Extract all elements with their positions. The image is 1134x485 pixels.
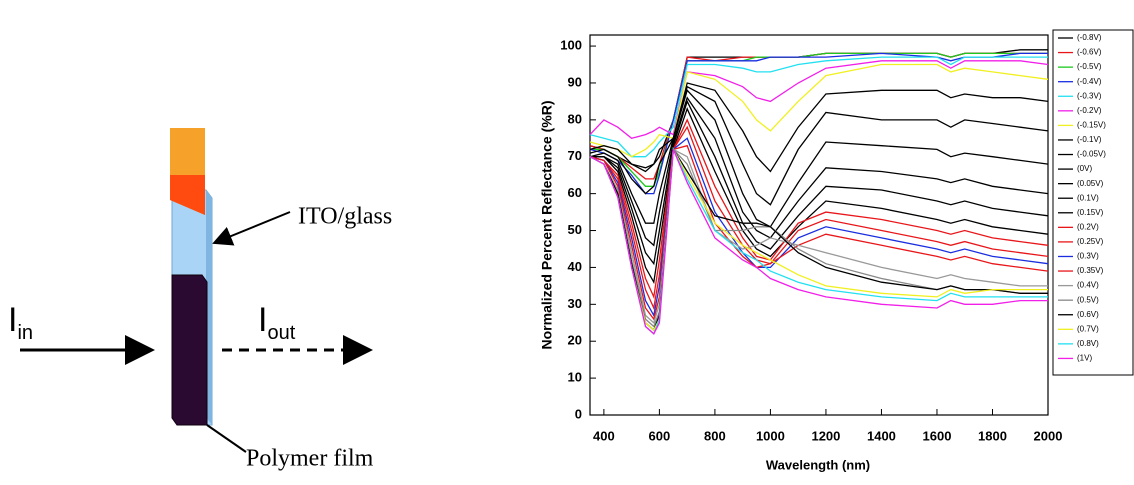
x-tick-label: 1400 <box>867 428 896 443</box>
x-tick-label: 1800 <box>978 428 1007 443</box>
x-tick-label: 800 <box>704 428 726 443</box>
series-line <box>589 63 1049 158</box>
polymer-film <box>171 274 208 426</box>
x-tick-label: 400 <box>593 428 615 443</box>
series-line <box>589 89 1049 228</box>
legend-box <box>1052 29 1134 376</box>
polymer-label: Polymer film <box>246 446 374 472</box>
legend-label: (1V) <box>1077 354 1092 363</box>
input-subscript: in <box>17 322 33 344</box>
legend-label: (-0.1V) <box>1077 135 1102 144</box>
y-tick-label: 50 <box>568 222 582 237</box>
x-tick-label: 2000 <box>1034 428 1063 443</box>
legend-label: (-0.4V) <box>1077 77 1102 86</box>
series-line <box>589 56 1048 158</box>
legend-label: (0.05V) <box>1077 179 1104 188</box>
y-tick-label: 80 <box>568 111 582 126</box>
series-line <box>589 125 1049 311</box>
device-diagram: Iin Iout ITO/glass Polymer film <box>8 128 392 472</box>
x-tick-label: 1600 <box>923 428 952 443</box>
legend-label: (0.5V) <box>1077 295 1099 304</box>
series-line <box>590 107 1049 285</box>
x-tick-label: 1000 <box>756 428 785 443</box>
y-tick-label: 40 <box>568 259 582 274</box>
y-tick-label: 90 <box>568 74 582 89</box>
y-tick-label: 30 <box>568 296 582 311</box>
legend-label: (0.1V) <box>1077 193 1099 202</box>
legend-label: (-0.2V) <box>1077 106 1102 115</box>
output-subscript: out <box>267 322 295 344</box>
legend-label: (0.4V) <box>1077 281 1099 290</box>
series-line <box>590 96 1049 247</box>
ito-pointer <box>212 211 291 246</box>
legend-label: (-0.3V) <box>1077 91 1102 100</box>
chart: Normalized Percent Reflectance (%R) Wave… <box>539 29 1134 472</box>
x-tick-label: 600 <box>649 428 671 443</box>
series-line <box>590 99 1049 266</box>
y-tick-label: 70 <box>568 148 582 163</box>
legend-label: (0.25V) <box>1077 237 1104 246</box>
series-line <box>590 52 1048 187</box>
legend-label: (0V) <box>1077 164 1092 173</box>
x-tick-label: 1200 <box>811 428 840 443</box>
legend-label: (0.15V) <box>1077 208 1104 217</box>
legend-label: (0.8V) <box>1077 339 1099 348</box>
legend-label: (0.2V) <box>1077 222 1099 231</box>
output-label: Iout <box>258 301 296 344</box>
input-label: Iin <box>8 301 33 344</box>
series-line <box>589 144 1049 321</box>
series-line <box>589 82 1049 173</box>
legend-label: (0.3V) <box>1077 252 1099 261</box>
legend-label: (-0.8V) <box>1077 33 1102 42</box>
y-tick-label: 100 <box>560 38 582 53</box>
series-line <box>589 85 1049 206</box>
x-axis-label: Wavelength (nm) <box>766 457 870 472</box>
series-line <box>589 137 1049 318</box>
y-tick-label: 0 <box>575 406 582 421</box>
plot-frame <box>589 34 1049 416</box>
series-line <box>589 52 1048 195</box>
y-tick-label: 20 <box>568 333 582 348</box>
ito-label: ITO/glass <box>298 204 392 230</box>
y-tick-label: 60 <box>568 185 582 200</box>
legend-label: (-0.05V) <box>1077 150 1106 159</box>
legend-label: (-0.15V) <box>1077 121 1106 130</box>
series-line <box>589 60 1049 140</box>
ito-contact-lower <box>170 175 205 215</box>
y-tick-label: 10 <box>568 370 582 385</box>
legend-label: (-0.5V) <box>1077 62 1102 71</box>
legend-label: (0.35V) <box>1077 266 1104 275</box>
series-line <box>589 118 1049 300</box>
output-symbol: I <box>258 301 267 339</box>
legend-label: (0.6V) <box>1077 310 1099 319</box>
legend-label: (-0.6V) <box>1077 48 1102 57</box>
input-symbol: I <box>8 301 17 339</box>
polymer-pointer <box>206 424 247 453</box>
y-axis-label: Normalized Percent Reflectance (%R) <box>539 101 555 350</box>
legend-label: (0.7V) <box>1077 324 1099 333</box>
series-line <box>589 148 1048 324</box>
series-line <box>589 149 1048 335</box>
